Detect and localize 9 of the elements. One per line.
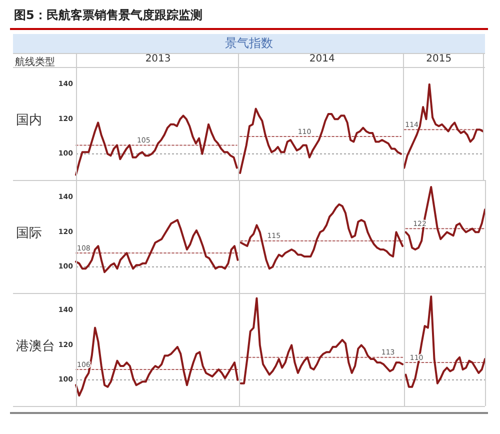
chart-title: 图5：民航客票销售景气度跟踪监测 bbox=[14, 7, 202, 24]
y-axis-title: 国内 bbox=[16, 112, 42, 129]
y-axis-title: 港澳台 bbox=[16, 338, 55, 355]
y-axis-title: 国际 bbox=[16, 225, 42, 242]
text: 航线类型 bbox=[15, 56, 55, 69]
chart-subtitle: 景气指数 bbox=[13, 34, 485, 53]
x-tick-label: 2015 bbox=[426, 54, 452, 65]
x-tick-label: 2014 bbox=[309, 54, 335, 65]
x-tick-label: 2013 bbox=[145, 54, 171, 65]
